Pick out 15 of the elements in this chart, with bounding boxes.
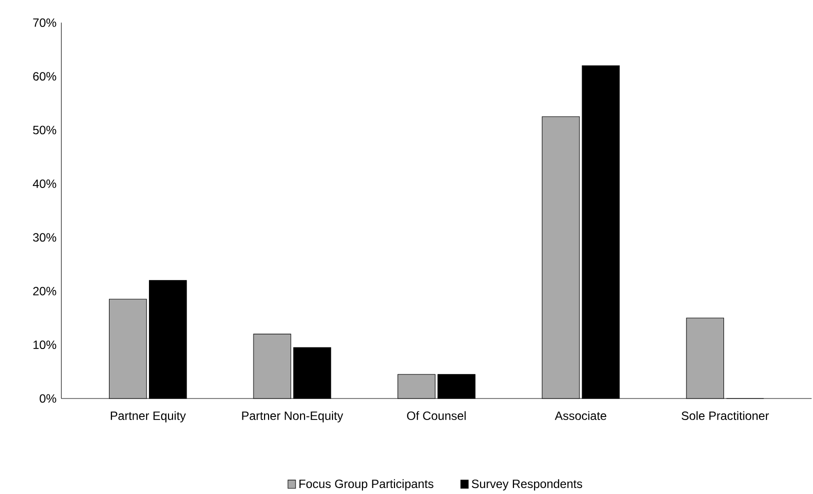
y-tick-label: 10% — [34, 340, 56, 349]
y-tick-label: 60% — [33, 72, 56, 80]
x-tick-label: Associate — [554, 410, 606, 420]
y-tick-label: 50% — [33, 126, 56, 134]
x-tick-label: Of Counsel — [407, 410, 466, 420]
y-tick-label: 70% — [33, 18, 56, 27]
y-tick-label: 0% — [40, 394, 56, 403]
y-tick-label: 40% — [32, 179, 56, 188]
y-tick-label: 20% — [33, 286, 56, 296]
legend-label: Focus Group Participants — [299, 479, 434, 490]
x-tick-label: Partner Non-Equity — [242, 410, 344, 422]
legend-label: Survey Respondents — [472, 479, 582, 490]
x-tick-label: Sole Practitioner — [682, 410, 769, 420]
x-tick-label: Partner Equity — [110, 410, 186, 422]
y-tick-label: 30% — [33, 232, 56, 242]
